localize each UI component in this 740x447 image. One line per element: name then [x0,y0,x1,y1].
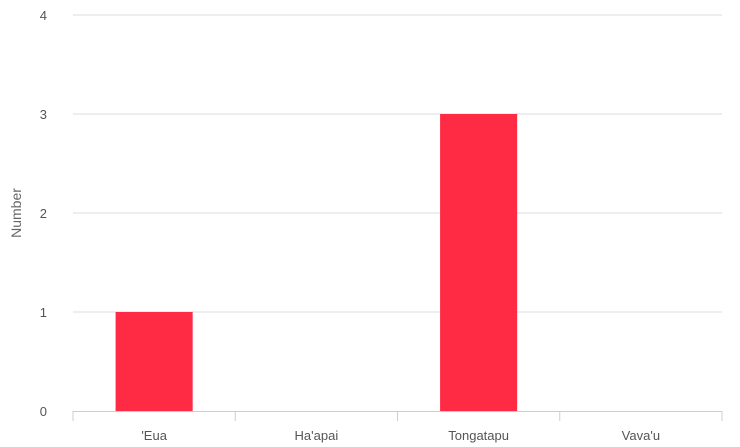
bars [115,114,518,411]
y-axis-tick-labels: 0 1 2 3 4 [40,8,47,419]
x-axis-tick-labels: 'Eua Ha'apai Tongatapu Vava'u [141,428,660,443]
y-tick-label-2: 2 [40,206,47,221]
y-tick-label-1: 1 [40,305,47,320]
x-tick-label-3: Vava'u [622,428,660,443]
x-tick-label-2: Tongatapu [448,428,509,443]
x-tick-label-1: Ha'apai [295,428,339,443]
grid-lines [73,14,722,313]
y-axis-title: Number [8,188,24,238]
y-tick-label-0: 0 [40,404,47,419]
x-tick-label-0: 'Eua [141,428,167,443]
y-tick-label-3: 3 [40,107,47,122]
bar-0[interactable] [115,312,193,411]
y-tick-label-4: 4 [40,8,47,23]
bar-2[interactable] [440,114,518,411]
x-axis [72,411,723,421]
